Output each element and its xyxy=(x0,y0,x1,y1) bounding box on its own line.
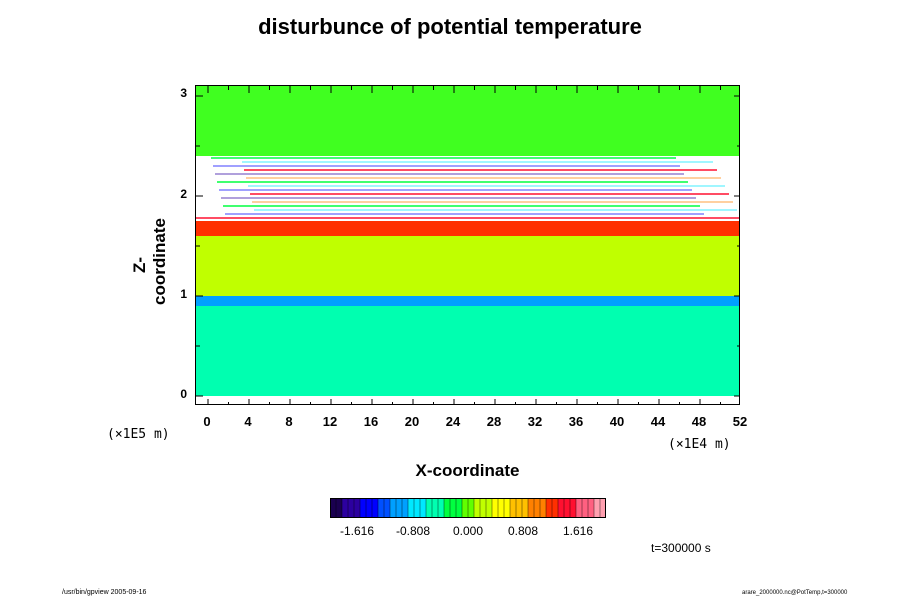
footer-source: arare_2000000.nc@PotTemp,t=300000 xyxy=(742,590,848,596)
colorbar-cell xyxy=(438,498,445,518)
colorbar-cell xyxy=(486,498,493,518)
colorbar-cell xyxy=(366,498,373,518)
plot-area xyxy=(195,85,740,405)
colorbar-cell xyxy=(498,498,505,518)
x-tick: 28 xyxy=(486,414,502,429)
colorbar-cell xyxy=(492,498,499,518)
x-tick: 24 xyxy=(445,414,461,429)
colorbar-cell xyxy=(456,498,463,518)
colorbar-cell xyxy=(480,498,487,518)
x-axis-label: X-coordinate xyxy=(415,461,520,480)
colorbar-cell xyxy=(534,498,541,518)
y-tick-0: 0 xyxy=(180,387,187,401)
colorbar-cell xyxy=(372,498,379,518)
colorbar-cell xyxy=(378,498,385,518)
x-tick: 32 xyxy=(527,414,543,429)
chart-title: disturbunce of potential temperature xyxy=(258,14,642,39)
field-layer xyxy=(196,296,739,306)
colorbar-cell xyxy=(426,498,433,518)
x-tick: 16 xyxy=(363,414,379,429)
y-tick-1: 1 xyxy=(180,287,187,301)
x-tick: 0 xyxy=(203,414,211,429)
x-tick: 12 xyxy=(322,414,338,429)
colorbar-cell xyxy=(384,498,391,518)
colorbar-cell xyxy=(390,498,397,518)
colorbar-cell xyxy=(450,498,457,518)
colorbar-tick: 1.616 xyxy=(562,524,594,538)
y-tick-3: 3 xyxy=(180,86,187,100)
colorbar-cell xyxy=(420,498,427,518)
x-tick: 8 xyxy=(285,414,293,429)
colorbar-cell xyxy=(552,498,559,518)
colorbar-cell xyxy=(540,498,547,518)
colorbar-cell xyxy=(564,498,571,518)
colorbar-cell xyxy=(516,498,523,518)
colorbar-cell xyxy=(588,498,595,518)
footer-command: /usr/bin/gpview 2005-09-16 xyxy=(62,589,147,596)
colorbar-tick: 0.808 xyxy=(507,524,539,538)
colorbar-cell xyxy=(468,498,475,518)
colorbar-cell xyxy=(570,498,577,518)
colorbar-cell xyxy=(546,498,553,518)
colorbar-cell xyxy=(408,498,415,518)
colorbar-cell xyxy=(582,498,589,518)
time-label: t=300000 s xyxy=(651,541,711,555)
y-axis-label: Z-coordinate xyxy=(130,218,169,305)
colorbar-cell xyxy=(600,498,606,518)
colorbar-cell xyxy=(576,498,583,518)
colorbar-border xyxy=(330,498,606,518)
colorbar-cell xyxy=(402,498,409,518)
colorbar-cell xyxy=(432,498,439,518)
x-tick: 36 xyxy=(568,414,584,429)
field-layer xyxy=(196,86,739,156)
heatmap-svg xyxy=(196,86,739,404)
x-tick: 4 xyxy=(244,414,252,429)
colorbar-cell xyxy=(354,498,361,518)
colorbar-cell xyxy=(342,498,349,518)
colorbar-cell xyxy=(396,498,403,518)
colorbar-cell xyxy=(474,498,481,518)
colorbar-cell xyxy=(510,498,517,518)
x-tick: 52 xyxy=(732,414,748,429)
colorbar-cell xyxy=(522,498,529,518)
field-layer xyxy=(196,236,739,296)
colorbar-cell xyxy=(558,498,565,518)
colorbar-cell xyxy=(528,498,535,518)
colorbar-tick: -1.616 xyxy=(339,524,375,538)
x-scale-label: (×1E4 m) xyxy=(668,437,731,452)
x-tick: 40 xyxy=(609,414,625,429)
x-tick: 48 xyxy=(691,414,707,429)
colorbar-cell xyxy=(594,498,601,518)
colorbar-cell xyxy=(336,498,343,518)
y-tick-2: 2 xyxy=(180,187,187,201)
colorbar-cell xyxy=(444,498,451,518)
colorbar-cell xyxy=(330,498,337,518)
colorbar-cell xyxy=(348,498,355,518)
field-layer xyxy=(196,301,739,396)
colorbar-tick: 0.000 xyxy=(452,524,484,538)
colorbar-cell xyxy=(360,498,367,518)
z-scale-label: (×1E5 m) xyxy=(107,427,170,442)
x-tick: 44 xyxy=(650,414,666,429)
colorbar-cell xyxy=(462,498,469,518)
field-layer xyxy=(196,221,739,236)
colorbar xyxy=(330,498,606,518)
colorbar-cell xyxy=(414,498,421,518)
colorbar-cell xyxy=(504,498,511,518)
x-tick: 20 xyxy=(404,414,420,429)
colorbar-tick: -0.808 xyxy=(395,524,431,538)
